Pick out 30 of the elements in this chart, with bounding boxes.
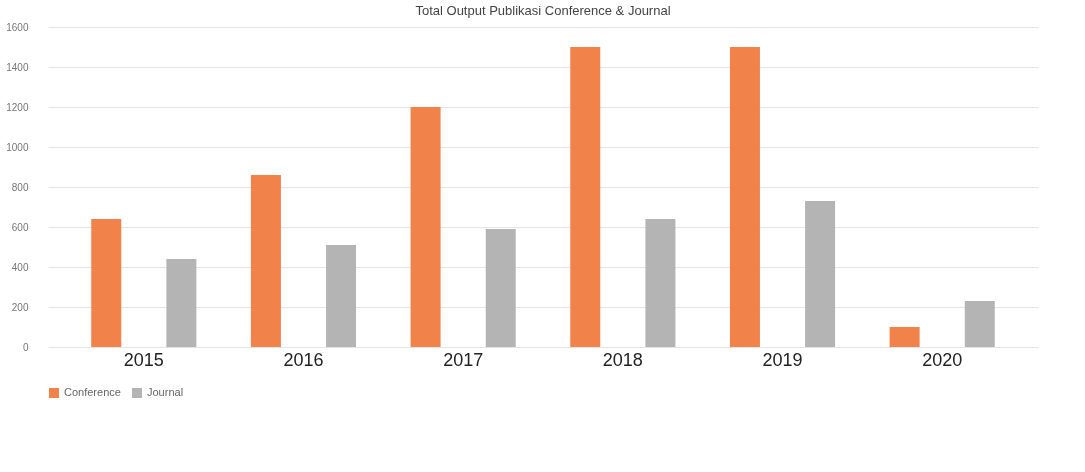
y-tick-label: 1000 [6, 141, 29, 153]
y-tick-label: 0 [22, 341, 29, 353]
x-tick-label: 2015 [123, 349, 164, 370]
bar [570, 47, 601, 347]
bar [250, 175, 281, 347]
bar [326, 245, 357, 347]
x-tick-label: 2019 [762, 349, 803, 370]
y-tick-label: 200 [11, 301, 29, 313]
bar [166, 259, 197, 347]
y-tick-label: 800 [11, 181, 29, 193]
bar [964, 301, 995, 347]
x-tick-label: 2018 [602, 349, 643, 370]
bar [410, 107, 441, 347]
y-tick-label: 1200 [6, 101, 29, 113]
bar [729, 47, 760, 347]
y-tick-label: 600 [11, 221, 29, 233]
chart-title: Total Output Publikasi Conference & Journal [415, 3, 671, 18]
x-tick-label: 2016 [283, 349, 324, 370]
legend-label: Journal [147, 386, 184, 398]
y-tick-label: 1400 [6, 61, 29, 73]
bar [889, 327, 920, 347]
bar [485, 229, 516, 347]
y-tick-label: 400 [11, 261, 29, 273]
bar [91, 219, 122, 347]
bar [645, 219, 676, 347]
bar [805, 201, 836, 347]
legend-label: Conference [64, 386, 121, 398]
x-tick-label: 2017 [443, 349, 484, 370]
y-tick-label: 1600 [6, 21, 29, 33]
x-tick-label: 2020 [922, 349, 963, 370]
